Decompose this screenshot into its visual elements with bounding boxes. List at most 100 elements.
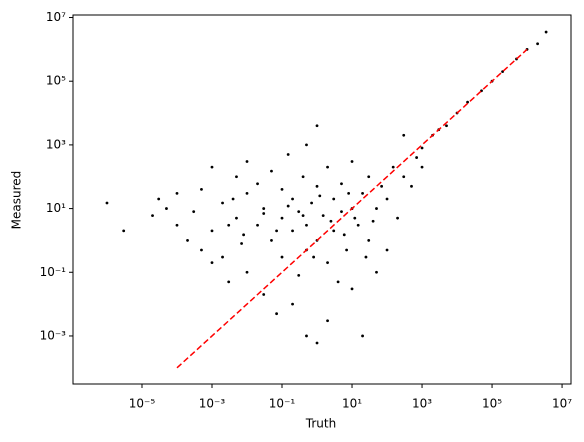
point [227,280,231,284]
point [310,201,313,205]
point [256,182,259,186]
point [280,216,284,220]
point [536,42,539,46]
point [280,255,284,259]
point [245,160,249,163]
point [326,165,329,169]
point [326,319,329,323]
y-tick-label: 10⁷ [46,10,66,24]
point [262,293,266,296]
point [367,239,371,242]
plot-frame [72,14,572,385]
point [375,270,378,274]
point [342,233,346,237]
x-tick-label: 10⁻¹ [269,397,296,411]
x-tick-label: 10³ [412,397,432,411]
point [347,191,351,195]
point [420,146,424,150]
reference-line [176,48,528,369]
point [256,223,259,227]
x-tick-label: 10⁵ [482,397,502,411]
x-tick-label: 10¹ [342,397,362,411]
y-axis-label: Measured [10,171,24,230]
point [291,197,294,201]
point [122,229,126,233]
point [291,229,294,233]
point [410,184,413,188]
point [321,214,325,218]
point [157,197,161,201]
point [329,219,333,223]
point [415,156,419,159]
y-tick-label: 10⁻¹ [40,265,67,279]
point [151,214,154,218]
point [301,214,305,218]
point [332,197,336,201]
point [312,255,316,259]
point [270,239,273,242]
y-tick-label: 10⁻³ [40,328,67,342]
y-tick-label: 10⁵ [46,74,66,88]
x-tick-label: 10⁻³ [199,397,226,411]
point [275,229,278,233]
point [466,100,469,104]
y-tick-label: 10³ [46,137,66,151]
point [420,165,424,169]
point [275,312,278,316]
point [318,194,322,198]
point [315,341,319,345]
point [291,302,294,306]
point [391,165,395,169]
point [165,207,168,210]
point [326,261,329,265]
point [297,273,301,277]
point [361,191,364,195]
point [350,287,354,291]
point [305,334,308,338]
point [356,223,360,227]
point [367,175,371,179]
point [245,191,249,195]
point [385,197,389,201]
point [200,188,203,191]
point [227,223,231,227]
point [270,169,273,173]
point [186,239,189,242]
point [340,182,343,186]
point [332,229,336,233]
point [286,153,290,156]
point [305,143,308,147]
point [315,124,319,128]
point [235,175,238,179]
x-tick-label: 10⁻⁵ [129,397,156,411]
point [200,248,203,252]
x-axis-label: Truth [305,417,336,431]
point [385,248,389,252]
point [240,242,243,245]
point [231,197,235,201]
point [192,210,196,214]
point [402,175,406,179]
point [371,219,375,223]
point [210,165,214,169]
point [340,210,343,214]
point [380,184,384,188]
point [402,133,406,137]
point [286,204,290,208]
point [262,212,266,215]
point [262,207,266,210]
point [445,124,448,128]
point [175,223,179,227]
point [105,201,109,205]
point [336,280,340,284]
point [345,248,349,252]
point [242,233,246,237]
point [364,255,368,259]
point [210,261,214,265]
point [350,160,354,163]
point [305,223,308,227]
point [235,216,238,220]
point [297,210,301,214]
point [280,188,284,191]
